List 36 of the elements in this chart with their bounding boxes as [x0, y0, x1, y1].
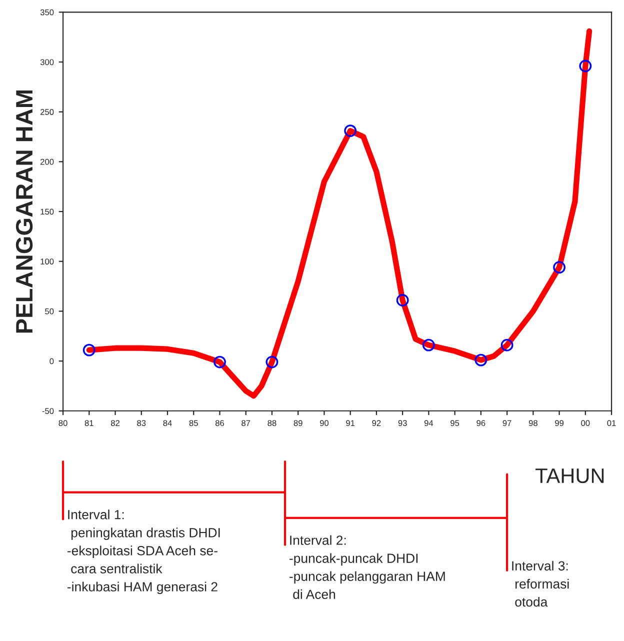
- y-tick-label: 150: [40, 208, 54, 215]
- x-tick-label: 97: [502, 420, 512, 426]
- y-tick-label: 0: [50, 358, 54, 364]
- x-tick-label: 95: [450, 420, 460, 426]
- x-tick-label: 98: [528, 420, 538, 426]
- x-tick-label: 99: [555, 420, 564, 426]
- x-tick-label: 85: [189, 420, 198, 426]
- x-tick-label: 94: [424, 420, 434, 426]
- x-tick-label: 84: [163, 420, 172, 426]
- x-tick-label: 83: [137, 420, 146, 426]
- y-tick-label: 200: [40, 158, 54, 165]
- x-tick-label: 80: [58, 420, 68, 426]
- x-tick-label: 01: [607, 420, 616, 426]
- x-tick-label: 87: [242, 420, 250, 426]
- x-tick-label: 00: [581, 420, 590, 426]
- x-tick-label: 89: [294, 420, 302, 426]
- x-tick-label: 96: [476, 420, 486, 426]
- y-tick-label: -50: [42, 408, 54, 414]
- x-tick-label: 82: [110, 420, 120, 426]
- x-tick-label: 93: [398, 420, 407, 426]
- y-tick-label: 100: [40, 258, 54, 264]
- x-tick-label: 92: [372, 420, 381, 426]
- text: Interval 2: -puncak-puncak DHDI -puncak pelanggaran HAM di Aceh: [290, 535, 445, 600]
- y-tick-label: 50: [45, 308, 54, 314]
- text: Interval 1: peningkatan drastis DHDI -eksploitasi SDA Aceh se- cara sentralistik -inkubasi HAM generasi 2: [68, 510, 220, 594]
- x-tick-label: 90: [320, 420, 329, 426]
- y-axis-title: PELANGGARAN HAM: [16, 90, 33, 333]
- y-tick-label: 350: [40, 9, 54, 16]
- y-tick-label: 300: [40, 59, 54, 66]
- y-tick-label: 250: [40, 109, 54, 115]
- x-tick-label: 88: [268, 420, 276, 426]
- text: Interval 3: reformasi otoda: [512, 560, 569, 607]
- x-axis-title: TAHUN: [536, 468, 604, 484]
- x-tick-label: 86: [215, 420, 224, 426]
- x-tick-label: 81: [84, 420, 94, 426]
- x-tick-label: 91: [346, 420, 355, 426]
